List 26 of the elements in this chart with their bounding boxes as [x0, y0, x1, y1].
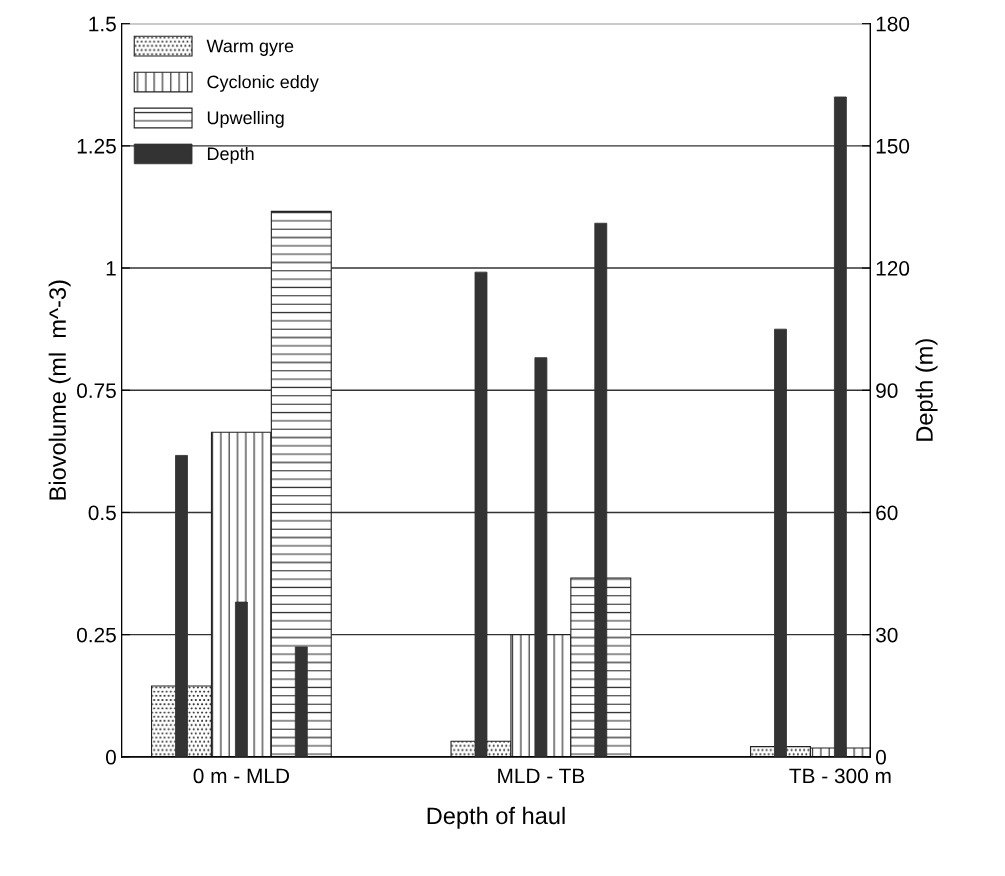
- y-tick-label: 1.25: [77, 138, 116, 154]
- y-tick-label: 0.75: [77, 383, 116, 399]
- legend-label: Warm gyre: [206, 39, 294, 56]
- y-tick-label: 1: [106, 261, 116, 276]
- y-tick-label: 1.5: [89, 16, 116, 32]
- y-tick-label: 0.5: [88, 505, 116, 521]
- y2-tick-label: 180: [876, 16, 910, 32]
- legend-label: Cyclonic eddy: [207, 75, 319, 92]
- y-axis-title: Biovolume (ml m^-3): [48, 280, 71, 500]
- x-tick-label: MLD - TB: [498, 768, 585, 784]
- legend-label: Depth: [207, 146, 254, 164]
- y2-axis-title: Depth (m): [915, 339, 938, 441]
- y-tick-label: 0: [105, 749, 116, 765]
- y2-tick-label: 0: [876, 749, 886, 765]
- legend-label: Upwelling: [207, 110, 284, 128]
- bar: [234, 601, 248, 757]
- x-tick-label: TB - 300 m: [789, 768, 891, 784]
- y2-tick-label: 60: [876, 505, 898, 521]
- x-axis-title: Depth of haul: [427, 806, 565, 829]
- x-tick-label: 0 m - MLD: [193, 768, 290, 784]
- y2-tick-label: 150: [876, 138, 910, 154]
- y2-tick-label: 30: [875, 627, 898, 643]
- y2-tick-label: 120: [876, 261, 910, 276]
- y-tick-label: 0.25: [77, 627, 116, 643]
- bar: [294, 646, 308, 757]
- y2-tick-label: 90: [876, 383, 898, 399]
